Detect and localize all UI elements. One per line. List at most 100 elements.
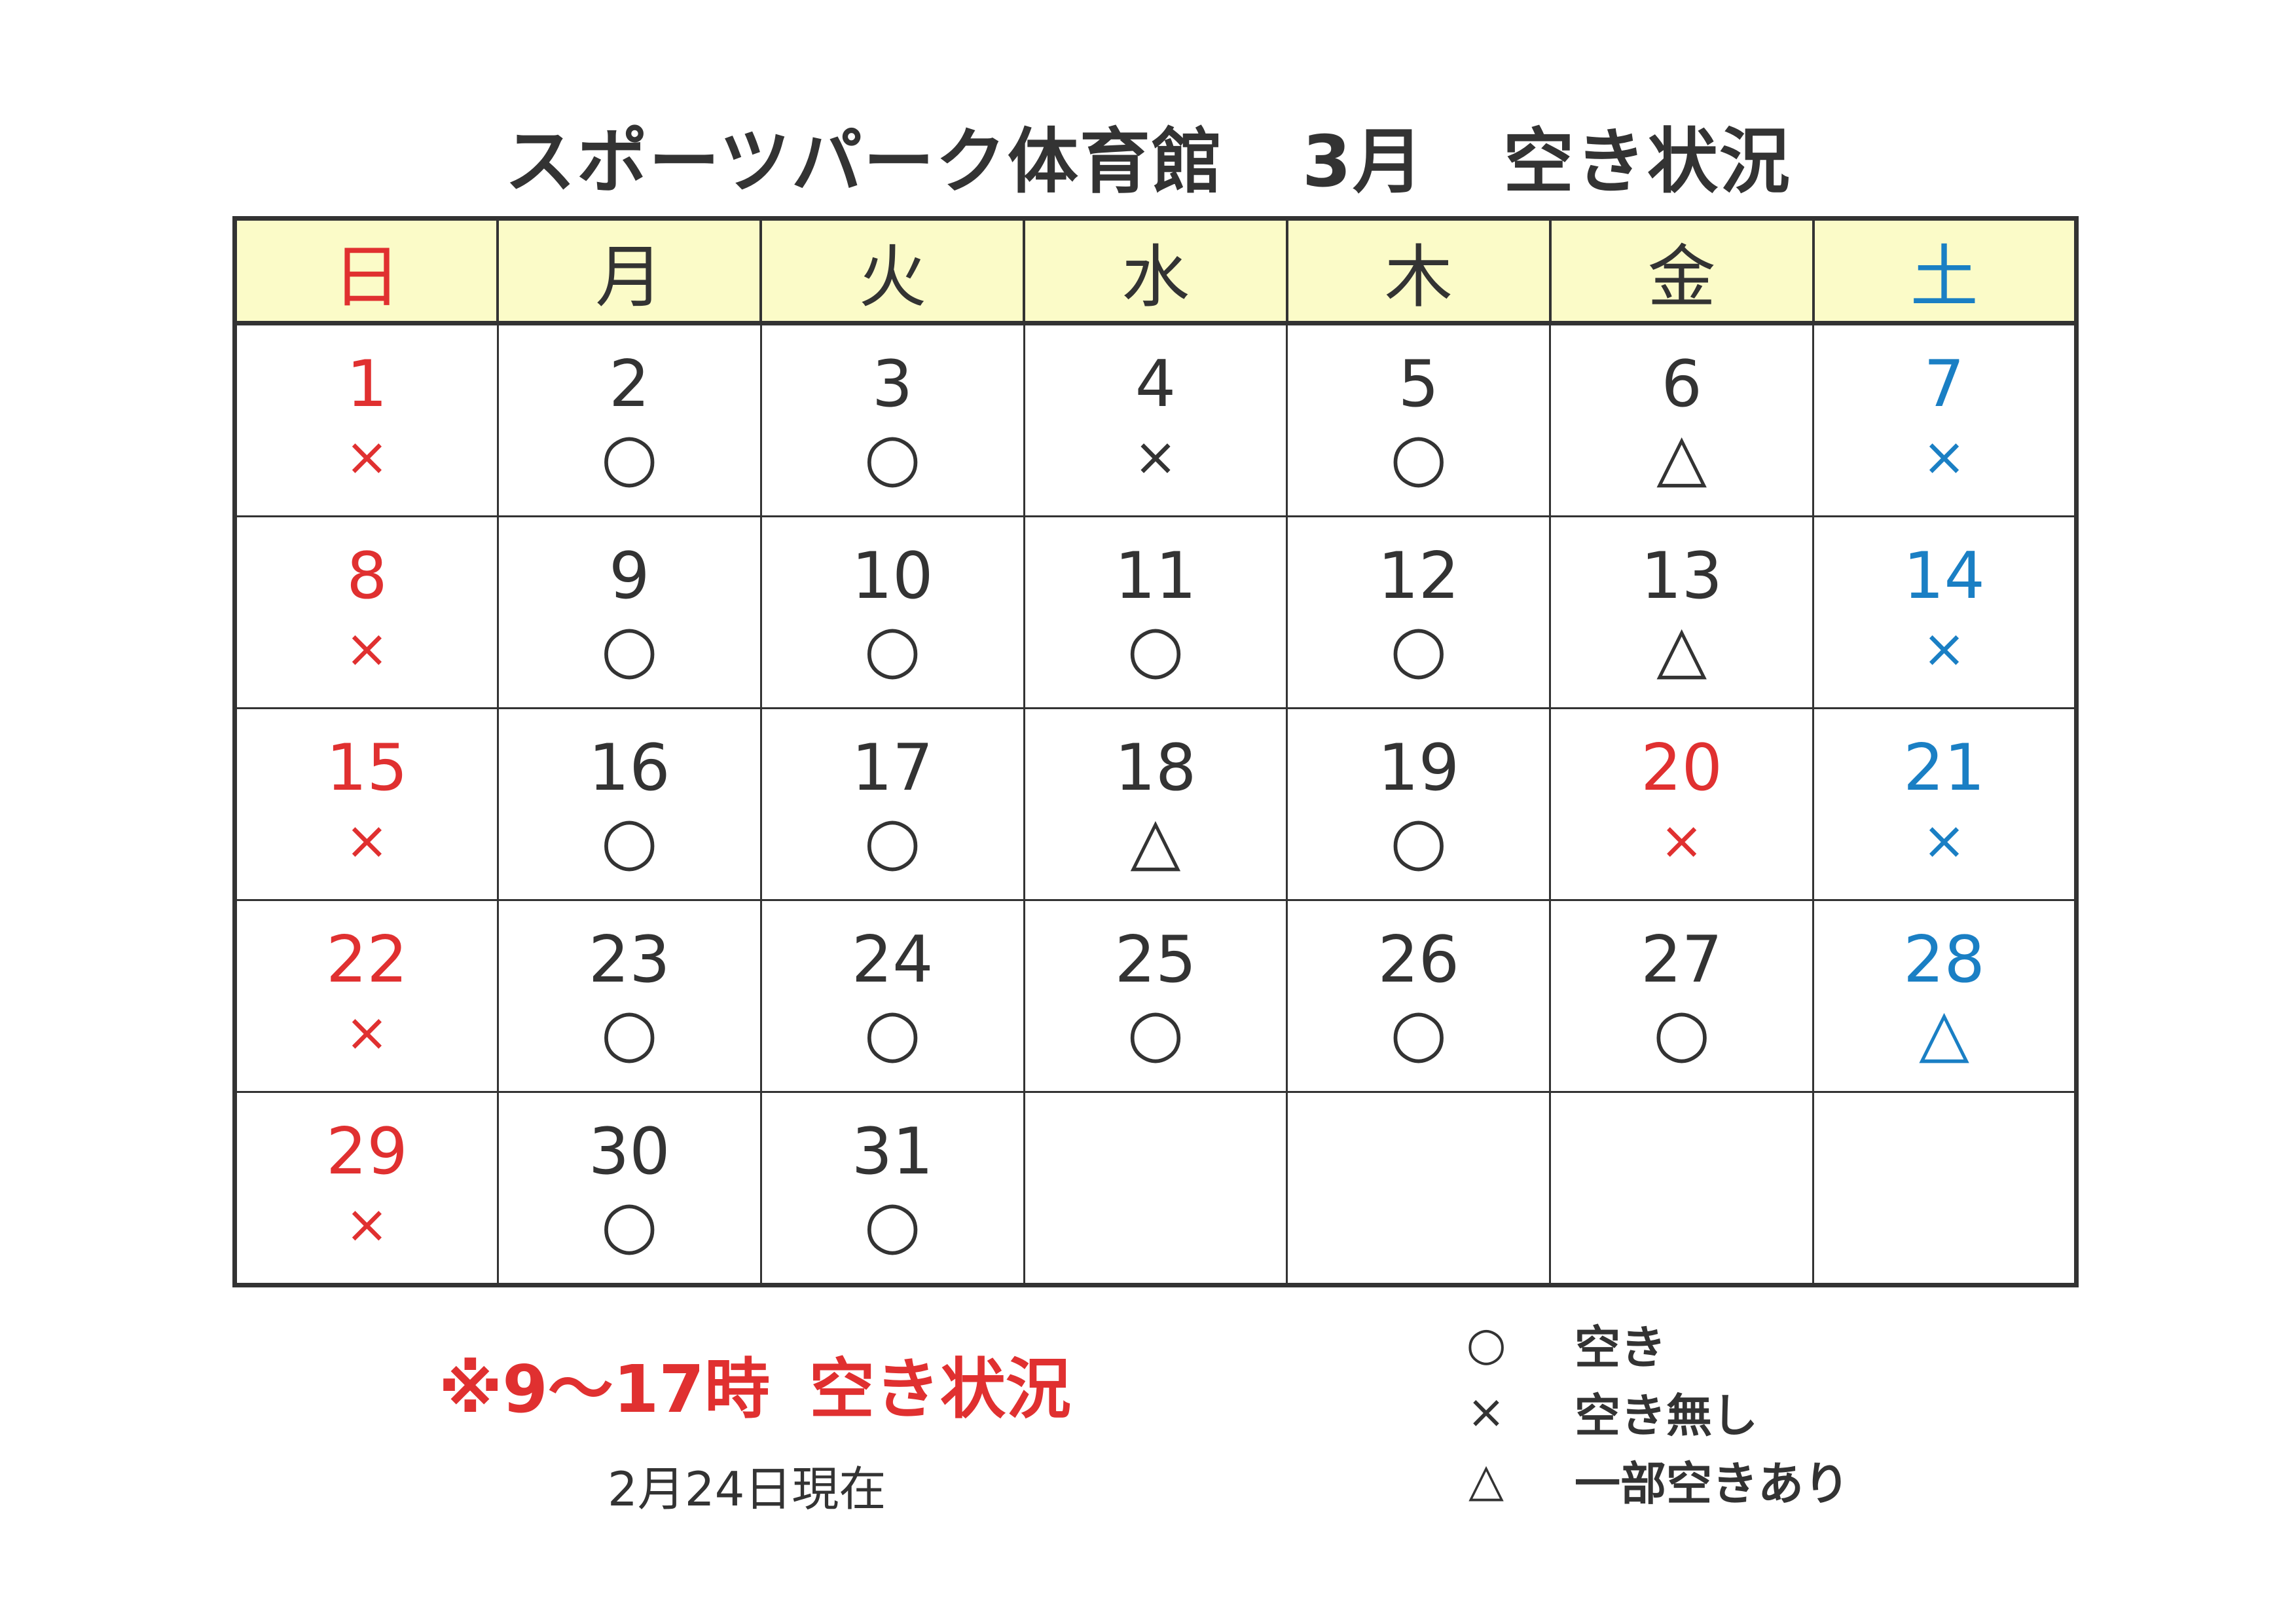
week-row: 29 × 30 ○ 31 ○	[234, 1091, 2077, 1286]
legend-item: ○ 空き	[1453, 1310, 1850, 1378]
weekday-header: 木	[1285, 217, 1552, 325]
cross-icon: ×	[344, 810, 389, 871]
day-number: 18	[1114, 731, 1197, 805]
circle-icon: ○	[600, 610, 658, 687]
day-cell: 13 △	[1549, 515, 1815, 709]
day-number: 23	[588, 923, 670, 997]
day-number: 7	[1923, 347, 1965, 422]
day-number: 1	[346, 347, 388, 422]
day-cell: 20 ×	[1549, 707, 1815, 901]
week-row: 8 × 9 ○ 10 ○ 11 ○ 12 ○ 13 △ 14 ×	[234, 515, 2077, 709]
day-number: 13	[1641, 539, 1722, 614]
day-cell: 1 ×	[234, 322, 499, 517]
day-number: 22	[326, 923, 408, 997]
weekday-header-row: 日月火水木金土	[233, 217, 2078, 325]
day-cell: 26 ○	[1286, 899, 1552, 1093]
day-cell: 17 ○	[759, 707, 1025, 901]
day-cell	[1549, 1091, 1815, 1286]
day-cell: 21 ×	[1812, 707, 2077, 901]
week-row: 22 × 23 ○ 24 ○ 25 ○ 26 ○ 27 ○ 28 △	[234, 899, 2077, 1093]
day-number: 24	[851, 923, 934, 997]
triangle-icon: △	[1468, 1453, 1504, 1507]
triangle-icon: △	[1919, 994, 1969, 1071]
day-number: 25	[1114, 923, 1197, 997]
circle-icon: ○	[1390, 994, 1448, 1071]
day-cell: 28 △	[1812, 899, 2077, 1093]
day-number: 14	[1903, 539, 1985, 614]
weekday-header: 金	[1548, 217, 1815, 325]
day-cell: 18 △	[1023, 707, 1288, 901]
circle-icon: ○	[864, 610, 921, 687]
week-row: 1 × 2 ○ 3 ○ 4 × 5 ○ 6 △ 7 ×	[234, 322, 2077, 517]
circle-icon: ○	[600, 802, 658, 879]
cross-icon: ×	[1467, 1385, 1506, 1439]
cross-icon: ×	[1922, 426, 1967, 487]
circle-icon: ○	[600, 1186, 658, 1263]
day-cell: 9 ○	[496, 515, 762, 709]
day-cell	[1023, 1091, 1288, 1286]
circle-icon: ○	[600, 418, 658, 495]
circle-icon: ○	[864, 418, 921, 495]
day-number: 28	[1903, 923, 1985, 997]
day-cell: 31 ○	[759, 1091, 1025, 1286]
day-number: 21	[1903, 731, 1985, 805]
day-number: 20	[1641, 731, 1722, 805]
page-title: スポーツパーク体育館 3月 空き状況	[0, 105, 2296, 207]
day-cell: 24 ○	[759, 899, 1025, 1093]
day-cell: 11 ○	[1023, 515, 1288, 709]
legend-label: 一部空きあり	[1575, 1456, 1850, 1511]
as-of-date: 2月24日現在	[608, 1462, 886, 1517]
circle-icon: ○	[1390, 418, 1448, 495]
day-number: 5	[1398, 347, 1439, 422]
day-cell: 27 ○	[1549, 899, 1815, 1093]
legend-item: △ 一部空きあり	[1453, 1446, 1850, 1514]
day-cell: 3 ○	[759, 322, 1025, 517]
day-cell: 8 ×	[234, 515, 499, 709]
legend-label: 空き無し	[1575, 1388, 1758, 1443]
day-number: 26	[1377, 923, 1460, 997]
hours-note-time: ※9～17時	[439, 1351, 770, 1428]
weekday-header: 土	[1812, 217, 2078, 325]
cross-icon: ×	[1922, 618, 1967, 679]
weekday-header: 月	[496, 217, 763, 325]
circle-icon: ○	[864, 994, 921, 1071]
title-label: 空き状況	[1503, 121, 1791, 203]
legend-label: 空き	[1575, 1320, 1666, 1375]
day-number: 11	[1114, 539, 1197, 614]
cross-icon: ×	[1133, 426, 1178, 487]
calendar-body: 1 × 2 ○ 3 ○ 4 × 5 ○ 6 △ 7 × 8 × 9 ○ 10 ○ 11 ○ 12 ○ 13 △ 14 × 15 × 16 ○ 1…	[234, 322, 2077, 1286]
cross-icon: ×	[344, 1002, 389, 1063]
day-cell: 19 ○	[1286, 707, 1552, 901]
day-number: 16	[588, 731, 670, 805]
day-number: 6	[1661, 347, 1702, 422]
weekday-header: 日	[233, 217, 500, 325]
day-cell: 2 ○	[496, 322, 762, 517]
day-cell: 12 ○	[1286, 515, 1552, 709]
triangle-icon: △	[1130, 802, 1181, 879]
circle-icon: ○	[864, 1186, 921, 1263]
day-cell: 4 ×	[1023, 322, 1288, 517]
day-cell: 5 ○	[1286, 322, 1552, 517]
day-cell: 7 ×	[1812, 322, 2077, 517]
day-number: 10	[851, 539, 934, 614]
cross-icon: ×	[1660, 810, 1704, 871]
day-number: 15	[326, 731, 408, 805]
circle-icon: ○	[1127, 610, 1184, 687]
triangle-icon: △	[1656, 418, 1707, 495]
day-number: 12	[1377, 539, 1460, 614]
day-number: 31	[851, 1115, 934, 1189]
circle-icon: ○	[600, 994, 658, 1071]
day-cell: 15 ×	[234, 707, 499, 901]
circle-icon: ○	[1466, 1317, 1506, 1371]
day-number: 8	[346, 539, 388, 614]
circle-icon: ○	[1653, 994, 1711, 1071]
day-cell: 29 ×	[234, 1091, 499, 1286]
day-cell: 30 ○	[496, 1091, 762, 1286]
day-number: 17	[851, 731, 934, 805]
cross-icon: ×	[344, 618, 389, 679]
day-cell: 23 ○	[496, 899, 762, 1093]
month: 3月	[1302, 121, 1425, 203]
day-number: 29	[326, 1115, 408, 1189]
day-number: 3	[871, 347, 913, 422]
legend-item: × 空き無し	[1453, 1378, 1850, 1446]
